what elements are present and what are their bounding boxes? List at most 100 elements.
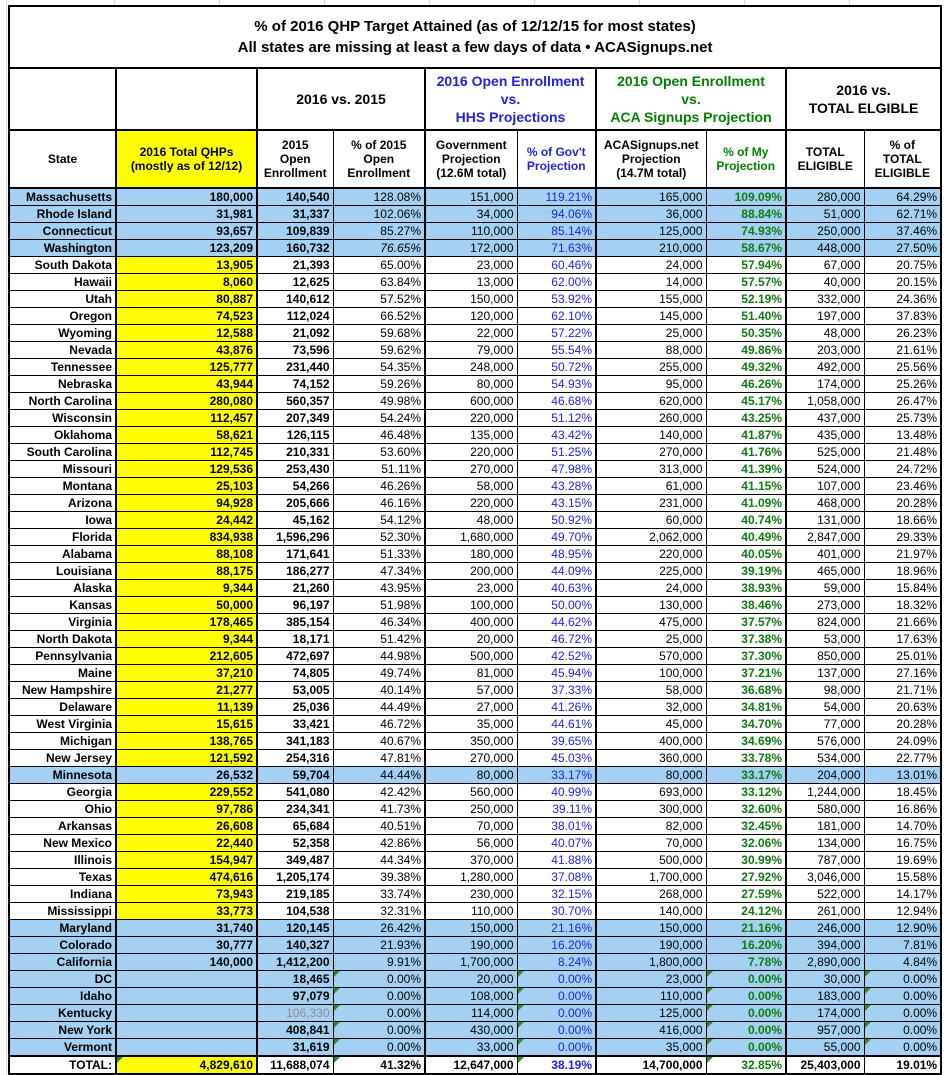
pct-of-total-eligible-cell: 37.83% <box>863 307 942 325</box>
total-eligible-cell: 280,000 <box>785 187 865 206</box>
qhp-2016-cell: 4,829,610 <box>115 1055 258 1075</box>
gov-projection-cell: 430,000 <box>424 1021 518 1039</box>
pct-of-gov-projection-cell: 39.65% <box>516 732 597 750</box>
table-row: Virginia 178,465 385,154 46.34% 400,000 44.62… <box>8 613 942 631</box>
total-eligible-cell: 181,000 <box>785 817 865 835</box>
pct-of-2015-cell: 102.06% <box>332 205 426 223</box>
qhp-2016-cell: 31,981 <box>115 205 258 223</box>
aca-projection-cell: 140,000 <box>595 426 707 444</box>
qhp-2016-cell: 9,344 <box>115 579 258 597</box>
pct-of-2015-cell: 66.52% <box>332 307 426 325</box>
pct-of-gov-projection-cell: 51.25% <box>516 443 597 461</box>
aca-projection-cell: 100,000 <box>595 664 707 682</box>
table-title-cell: % of 2016 QHP Target Attained (as of 12/… <box>8 5 942 69</box>
aca-projection-cell: 150,000 <box>595 919 707 937</box>
table-row: Arizona 94,928 205,666 46.16% 220,000 43.15% 2… <box>8 494 942 512</box>
pct-of-my-projection-cell: 36.68% <box>705 681 787 699</box>
pct-of-gov-projection-cell: 44.61% <box>516 715 597 733</box>
pct-of-2015-cell: 0.00% <box>332 987 426 1005</box>
qhp-2016-cell <box>115 1038 258 1057</box>
aca-projection-cell: 155,000 <box>595 290 707 308</box>
pct-of-total-eligible-cell: 23.46% <box>863 477 942 495</box>
gov-projection-cell: 1,700,000 <box>424 953 518 971</box>
open-enrollment-2015-cell: 11,688,074 <box>256 1055 334 1075</box>
pct-of-gov-projection-cell: 85.14% <box>516 222 597 240</box>
table-row: Colorado 30,777 140,327 21.93% 190,000 16.20%… <box>8 936 942 954</box>
open-enrollment-2015-cell: 160,732 <box>256 239 334 257</box>
pct-of-my-projection-cell: 0.00% <box>705 970 787 988</box>
gov-projection-cell: 79,000 <box>424 341 518 359</box>
pct-of-gov-projection-cell: 0.00% <box>516 1038 597 1057</box>
pct-of-total-eligible-cell: 24.09% <box>863 732 942 750</box>
table-row: Washington 123,209 160,732 76.65% 172,000 71.… <box>8 239 942 257</box>
total-eligible-cell: 435,000 <box>785 426 865 444</box>
total-eligible-cell: 134,000 <box>785 834 865 852</box>
aca-projection-cell: 693,000 <box>595 783 707 801</box>
aca-projection-cell: 32,000 <box>595 698 707 716</box>
state-name-cell: Georgia <box>8 783 117 801</box>
col-header-2016-total-qhps: 2016 Total QHPs (mostly as of 12/12) <box>115 129 258 189</box>
open-enrollment-2015-cell: 52,358 <box>256 834 334 852</box>
aca-projection-cell: 620,000 <box>595 392 707 410</box>
aca-projection-cell: 125,000 <box>595 1004 707 1022</box>
group-blank-qhp <box>115 67 258 131</box>
pct-of-2015-cell: 59.68% <box>332 324 426 342</box>
state-name-cell: Kentucky <box>8 1004 117 1022</box>
pct-of-my-projection-cell: 16.20% <box>705 936 787 954</box>
table-row: Mississippi 33,773 104,538 32.31% 110,000 30.… <box>8 902 942 920</box>
gov-projection-cell: 250,000 <box>424 800 518 818</box>
pct-of-gov-projection-cell: 46.72% <box>516 630 597 648</box>
pct-of-2015-cell: 41.73% <box>332 800 426 818</box>
gov-projection-cell: 81,000 <box>424 664 518 682</box>
state-name-cell: New York <box>8 1021 117 1039</box>
table-row: New Mexico 22,440 52,358 42.86% 56,000 40.07%… <box>8 834 942 852</box>
state-name-cell: Idaho <box>8 987 117 1005</box>
qhp-2016-cell: 178,465 <box>115 613 258 631</box>
aca-projection-cell: 45,000 <box>595 715 707 733</box>
table-row: Illinois 154,947 349,487 44.34% 370,000 41.88… <box>8 851 942 869</box>
qhp-2016-cell: 74,523 <box>115 307 258 325</box>
gov-projection-cell: 220,000 <box>424 494 518 512</box>
table-row: Wyoming 12,588 21,092 59.68% 22,000 57.22% 25,… <box>8 324 942 342</box>
state-name-cell: Alabama <box>8 545 117 563</box>
aca-projection-cell: 60,000 <box>595 511 707 529</box>
gov-projection-cell: 172,000 <box>424 239 518 257</box>
pct-of-2015-cell: 46.72% <box>332 715 426 733</box>
aca-projection-cell: 110,000 <box>595 987 707 1005</box>
table-body: Massachusetts 180,000 140,540 128.08% 151,00… <box>8 187 942 1075</box>
gov-projection-cell: 220,000 <box>424 443 518 461</box>
aca-projection-cell: 80,000 <box>595 766 707 784</box>
pct-of-2015-cell: 0.00% <box>332 1004 426 1022</box>
open-enrollment-2015-cell: 54,266 <box>256 477 334 495</box>
qhp-2016-cell: 43,944 <box>115 375 258 393</box>
total-eligible-cell: 524,000 <box>785 460 865 478</box>
pct-of-2015-cell: 0.00% <box>332 970 426 988</box>
pct-of-2015-cell: 47.34% <box>332 562 426 580</box>
pct-of-total-eligible-cell: 21.61% <box>863 341 942 359</box>
table-row: Kentucky 106,330 0.00% 114,000 0.00% 125,000 0… <box>8 1004 942 1022</box>
gov-projection-cell: 1,280,000 <box>424 868 518 886</box>
pct-of-2015-cell: 40.14% <box>332 681 426 699</box>
pct-of-gov-projection-cell: 60.46% <box>516 256 597 274</box>
total-eligible-cell: 273,000 <box>785 596 865 614</box>
open-enrollment-2015-cell: 18,171 <box>256 630 334 648</box>
aca-projection-cell: 500,000 <box>595 851 707 869</box>
state-name-cell: Hawaii <box>8 273 117 291</box>
state-name-cell: Washington <box>8 239 117 257</box>
pct-of-my-projection-cell: 41.76% <box>705 443 787 461</box>
aca-projection-cell: 270,000 <box>595 443 707 461</box>
gov-projection-cell: 220,000 <box>424 409 518 427</box>
pct-of-total-eligible-cell: 18.32% <box>863 596 942 614</box>
pct-of-gov-projection-cell: 43.42% <box>516 426 597 444</box>
qhp-2016-cell: 834,938 <box>115 528 258 546</box>
state-name-cell: TOTAL: <box>8 1055 117 1075</box>
gov-projection-cell: 22,000 <box>424 324 518 342</box>
col-header-pct-of-govt-projection: % of Gov't Projection <box>516 129 597 189</box>
pct-of-gov-projection-cell: 21.16% <box>516 919 597 937</box>
pct-of-2015-cell: 42.86% <box>332 834 426 852</box>
qhp-2016-cell: 9,344 <box>115 630 258 648</box>
pct-of-total-eligible-cell: 4.84% <box>863 953 942 971</box>
pct-of-total-eligible-cell: 20.15% <box>863 273 942 291</box>
pct-of-gov-projection-cell: 50.92% <box>516 511 597 529</box>
pct-of-2015-cell: 9.91% <box>332 953 426 971</box>
